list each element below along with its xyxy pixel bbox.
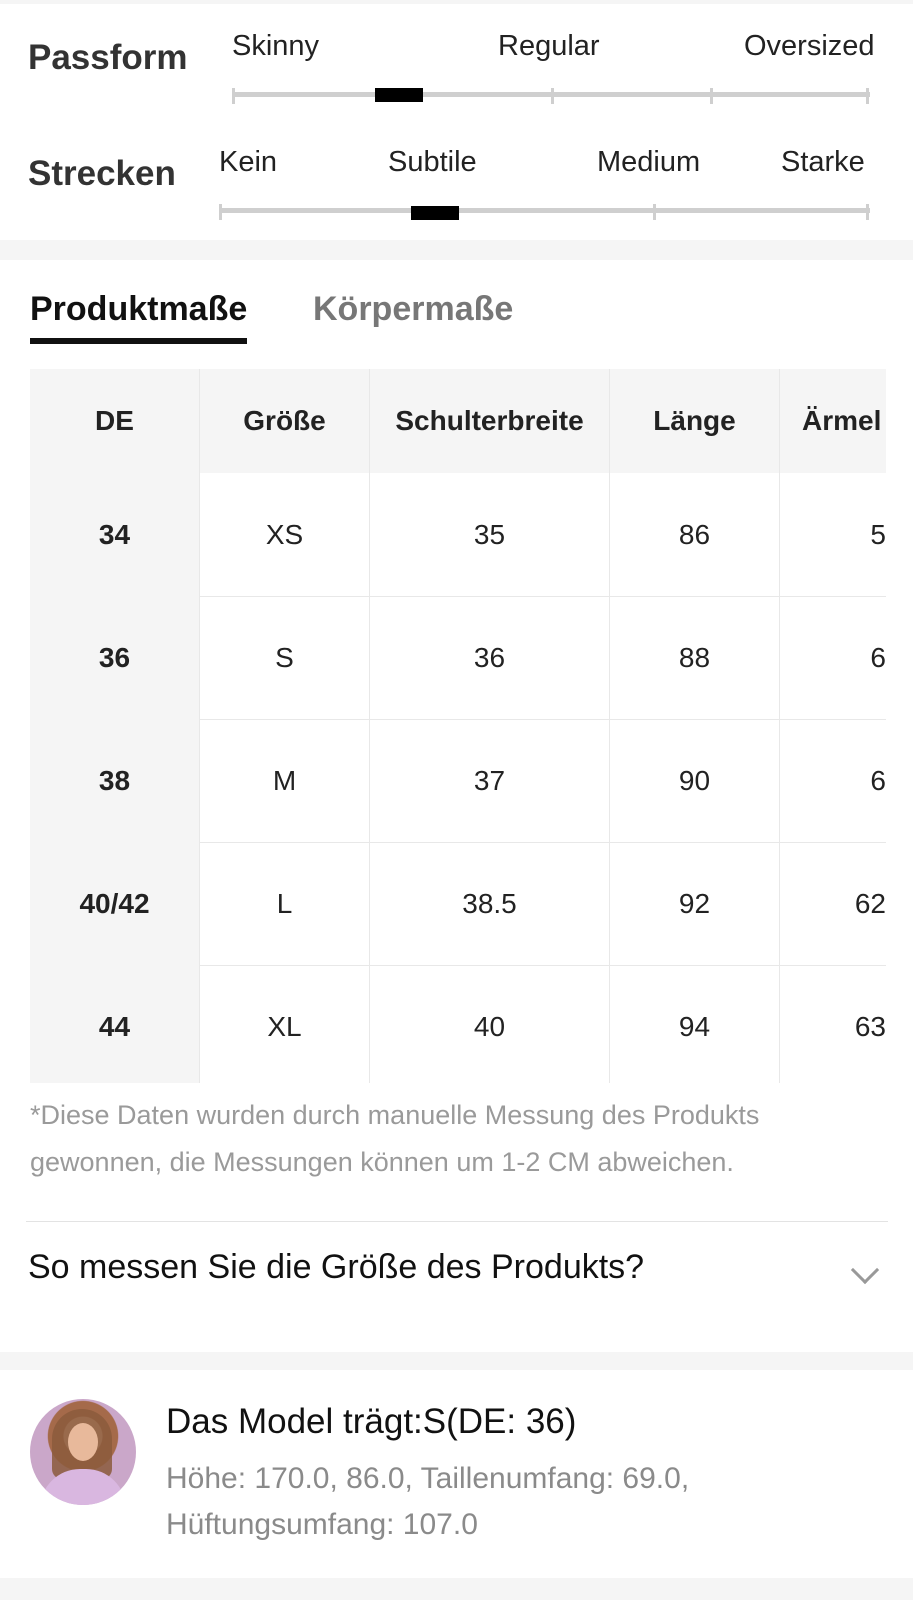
table-row: 38 M 37 90 6 [30, 719, 886, 843]
table-cell: 34 [30, 473, 200, 596]
size-tabs: Produktmaße Körpermaße [30, 290, 890, 350]
model-measurements: Höhe: 170.0, 86.0, Taillenumfang: 69.0, … [166, 1462, 690, 1541]
table-cell: XL [200, 965, 370, 1083]
strecken-tick [866, 204, 869, 220]
strecken-tick [653, 204, 656, 220]
table-cell: 62 [854, 887, 886, 919]
tab-produktmasse-label: Produktmaße [30, 290, 248, 328]
table-cell: 92 [610, 842, 780, 965]
passform-label-regular: Regular [498, 30, 600, 62]
table-cell: 36 [370, 596, 610, 719]
table-cell: 44 [30, 965, 200, 1083]
table-cell: 36 [30, 596, 200, 719]
table-cell: 35 [370, 473, 610, 596]
strecken-label-medium: Medium [597, 146, 701, 178]
table-header-cell: Ärmel [802, 405, 882, 436]
table-header-cell: Größe [200, 369, 370, 473]
table-cell: 86 [610, 473, 780, 596]
size-chart-section: Produktmaße Körpermaße DE Größe Schulter… [0, 260, 913, 1352]
table-cell: 90 [610, 719, 780, 842]
active-tab-underline [30, 338, 248, 344]
strecken-label-starke: Starke [781, 146, 865, 178]
tab-produktmasse[interactable]: Produktmaße [30, 290, 248, 344]
table-cell: 5 [870, 518, 886, 550]
table-cell: 40 [370, 965, 610, 1083]
table-cell: 6 [870, 764, 886, 796]
table-cell: 38.5 [370, 842, 610, 965]
table-cell: 88 [610, 596, 780, 719]
table-header-cell: Länge [610, 369, 780, 473]
table-header-cell: DE [30, 369, 200, 473]
divider [26, 1221, 888, 1222]
table-row: 36 S 36 88 6 [30, 596, 886, 720]
table-row: 40/42 L 38.5 92 62 [30, 842, 886, 966]
table-cell: XS [200, 473, 370, 596]
strecken-tick [219, 204, 222, 220]
table-cell: M [200, 719, 370, 842]
table-cell: 63 [854, 1011, 886, 1042]
passform-label-oversized: Oversized [744, 30, 875, 62]
strecken-title: Strecken [28, 154, 176, 193]
table-row: 44 XL 40 94 63 [30, 965, 886, 1083]
table-cell: 37 [370, 719, 610, 842]
model-info-section: Das Model trägt:S(DE: 36) Höhe: 170.0, 8… [0, 1370, 913, 1578]
passform-title: Passform [28, 38, 188, 77]
passform-tick [866, 88, 869, 104]
table-cell: L [200, 842, 370, 965]
passform-tick [232, 88, 235, 104]
tab-koerpermasse[interactable]: Körpermaße [313, 290, 514, 328]
table-cell: 38 [30, 719, 200, 842]
table-row: 34 XS 35 86 5 [30, 473, 886, 597]
strecken-label-subtile: Subtile [388, 146, 477, 178]
how-to-measure-link[interactable]: So messen Sie die Größe des Produkts? [28, 1248, 645, 1286]
table-cell: 40/42 [30, 842, 200, 965]
table-header-row: DE Größe Schulterbreite Länge Ärmel [30, 369, 886, 473]
size-table: DE Größe Schulterbreite Länge Ärmel 34 X… [30, 369, 886, 1083]
table-header-cell: Schulterbreite [370, 369, 610, 473]
passform-tick [710, 88, 713, 104]
model-size-title: Das Model trägt:S(DE: 36) [166, 1402, 577, 1441]
table-cell: 94 [610, 965, 780, 1083]
measurement-note: *Diese Daten wurden durch manuelle Messu… [30, 1100, 760, 1177]
strecken-indicator [410, 206, 459, 220]
strecken-track [219, 208, 870, 213]
chevron-down-icon[interactable] [850, 1255, 880, 1285]
model-avatar [30, 1399, 136, 1505]
passform-row: Passform Skinny Regular Oversized [0, 4, 913, 114]
fit-section: Passform Skinny Regular Oversized Streck… [0, 4, 913, 240]
strecken-label-kein: Kein [219, 146, 278, 178]
passform-label-skinny: Skinny [232, 30, 320, 62]
strecken-row: Strecken Kein Subtile Medium Starke [0, 120, 913, 230]
avatar-face [68, 1423, 98, 1461]
passform-indicator [374, 88, 423, 102]
table-cell: S [200, 596, 370, 719]
passform-tick [551, 88, 554, 104]
table-cell: 6 [870, 641, 886, 673]
